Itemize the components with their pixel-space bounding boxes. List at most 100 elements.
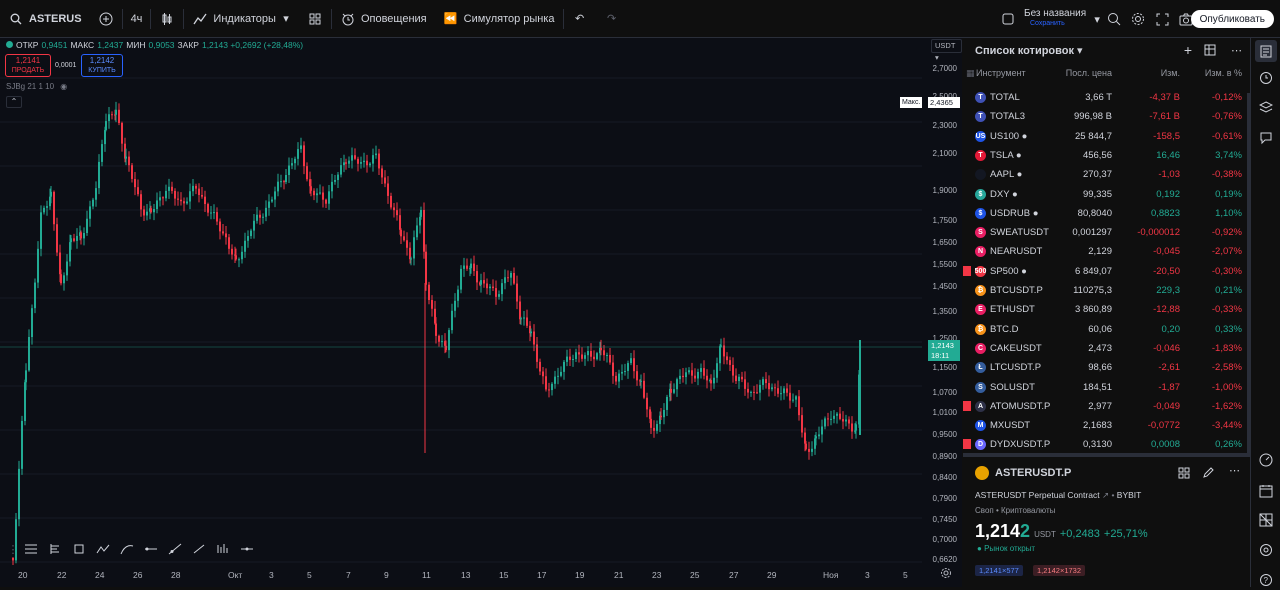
- candle-body: [56, 224, 58, 253]
- candle-body: [814, 438, 816, 449]
- volume-profile-icon[interactable]: [214, 540, 232, 558]
- horizontal-ray-icon[interactable]: [142, 540, 160, 558]
- price-chart[interactable]: [0, 38, 922, 565]
- watchlist-row[interactable]: $ DXY ● 99,335 0,192 0,19%: [963, 185, 1250, 204]
- axis-settings-icon[interactable]: [940, 567, 952, 582]
- watchlist-row[interactable]: M MXUSDT 2,1683 -0,0772 -3,44%: [963, 416, 1250, 435]
- interval-button[interactable]: 4ч: [123, 0, 151, 38]
- watchlist-row[interactable]: T TOTAL3 996,98 B -7,61 B -0,76%: [963, 107, 1250, 126]
- more-icon[interactable]: ⋯: [1229, 465, 1240, 477]
- redo-button[interactable]: ↷: [596, 0, 628, 38]
- curve-icon[interactable]: [118, 540, 136, 558]
- target-icon[interactable]: [1259, 543, 1273, 560]
- calendar-icon[interactable]: [1259, 484, 1273, 501]
- external-link-icon[interactable]: ↗: [1101, 490, 1110, 500]
- details-change-pct: +25,71%: [1103, 528, 1148, 540]
- watchlist-row[interactable]: S SWEATUSDT 0,001297 -0,000012 -0,92%: [963, 223, 1250, 242]
- eye-icon[interactable]: ◉: [60, 82, 68, 91]
- sell-button[interactable]: 1,2141 ПРОДАТЬ: [5, 54, 51, 77]
- edit-icon[interactable]: [1202, 467, 1214, 482]
- rectangle-icon[interactable]: [70, 540, 88, 558]
- settings-icon[interactable]: [1130, 11, 1146, 27]
- watchlist-row[interactable]: C CAKEUSDT 2,473 -0,046 -1,83%: [963, 339, 1250, 358]
- row-symbol: TOTAL3: [990, 111, 1026, 123]
- candle-body: [25, 370, 27, 383]
- currency-selector[interactable]: USDT ▾: [931, 39, 962, 62]
- watchlist-row[interactable]: E ETHUSDT 3 860,89 -12,88 -0,33%: [963, 300, 1250, 319]
- watchlist-row[interactable]: ₿ BTC.D 60,06 0,20 0,33%: [963, 320, 1250, 339]
- watchlist-title[interactable]: Список котировок ▾: [975, 44, 1083, 57]
- row-symbol: TSLA ●: [990, 149, 1022, 161]
- candle-body: [46, 206, 48, 208]
- candle-body: [235, 255, 237, 260]
- quick-search-icon[interactable]: [1106, 11, 1122, 27]
- collapse-legend-button[interactable]: ⌃: [6, 96, 22, 108]
- alerts-button[interactable]: Оповещения: [332, 0, 435, 38]
- path-icon[interactable]: [94, 540, 112, 558]
- candle-body: [451, 310, 453, 331]
- grid-icon[interactable]: [1178, 467, 1190, 482]
- col-symbol[interactable]: Инструмент: [976, 68, 1026, 78]
- candle-body: [210, 212, 212, 214]
- watchlist-row[interactable]: N NEARUSDT 2,129 -0,045 -2,07%: [963, 242, 1250, 261]
- layouts-button[interactable]: [299, 0, 331, 38]
- symbol-search[interactable]: ASTERUS: [0, 0, 90, 38]
- fib-icon[interactable]: [46, 540, 64, 558]
- watchlist-row[interactable]: US US100 ● 25 844,7 -158,5 -0,61%: [963, 127, 1250, 146]
- watchlist-row[interactable]: 500 SP500 ● 6 849,07 -20,50 -0,30%: [963, 262, 1250, 281]
- layers-icon[interactable]: [1258, 101, 1274, 118]
- chart-pane[interactable]: ОТКР 0,9451 МАКС 1,2437 МИН 0,9053 ЗАКР 1,21…: [0, 38, 962, 587]
- row-change-pct: 0,33%: [1215, 323, 1242, 335]
- trend-line-icon[interactable]: [190, 540, 208, 558]
- heatmap-icon[interactable]: [1259, 513, 1273, 530]
- details-symbol[interactable]: ASTERUSDT.P: [995, 467, 1072, 479]
- symbol-logo-icon: [975, 169, 986, 181]
- speedometer-icon[interactable]: [1259, 453, 1273, 470]
- help-icon[interactable]: ?: [1259, 573, 1273, 590]
- layout-menu[interactable]: Без названия Сохранить ▾: [1000, 0, 1102, 38]
- publish-button[interactable]: Опубликовать: [1190, 10, 1274, 28]
- chat-icon[interactable]: [1259, 131, 1273, 148]
- col-change[interactable]: Изм.: [1160, 68, 1180, 78]
- bid-chip[interactable]: 1,2141×577: [975, 565, 1023, 576]
- row-symbol: ATOMUSDT.P: [990, 400, 1051, 412]
- col-change-pct[interactable]: Изм. в %: [1204, 68, 1242, 78]
- watchlist-header: ▦ Инструмент Посл. цена Изм. Изм. в %: [963, 68, 1250, 84]
- watchlist-row[interactable]: $ USDRUB ● 80,8040 0,8823 1,10%: [963, 204, 1250, 223]
- replay-button[interactable]: ⏪ Симулятор рынка: [435, 0, 563, 38]
- watchlist-row[interactable]: T TOTAL 3,66 T -4,37 B -0,12%: [963, 88, 1250, 107]
- fullscreen-icon[interactable]: [1154, 11, 1170, 27]
- indicators-button[interactable]: Индикаторы ▾: [184, 0, 299, 38]
- horizontal-line-icon[interactable]: [238, 540, 256, 558]
- ray-icon[interactable]: [166, 540, 184, 558]
- grip-icon[interactable]: ⋮: [7, 543, 19, 556]
- watchlist-row[interactable]: ₿ BTCUSDT.P 110275,3 229,3 0,21%: [963, 281, 1250, 300]
- watchlist-row[interactable]: S SOLUSDT 184,51 -1,87 -1,00%: [963, 378, 1250, 397]
- compare-button[interactable]: [90, 0, 122, 38]
- watchlist-row[interactable]: Ł LTCUSDT.P 98,66 -2,61 -2,58%: [963, 358, 1250, 377]
- buy-button[interactable]: 1,2142 КУПИТЬ: [81, 54, 123, 77]
- alerts-clock-icon[interactable]: [1259, 71, 1273, 88]
- watchlist-row[interactable]: A ATOMUSDT.P 2,977 -0,049 -1,62%: [963, 397, 1250, 416]
- undo-button[interactable]: ↶: [564, 0, 596, 38]
- add-symbol-icon[interactable]: +: [1183, 42, 1192, 58]
- chart-type-button[interactable]: [151, 0, 183, 38]
- watchlist-row[interactable]: AAPL ● 270,37 -1,03 -0,38%: [963, 165, 1250, 184]
- row-change: -0,046: [1153, 342, 1180, 354]
- more-icon[interactable]: ⋯: [1231, 45, 1242, 57]
- price-tick: 0,7900: [932, 494, 957, 503]
- advanced-view-icon[interactable]: [1204, 44, 1216, 59]
- col-last[interactable]: Посл. цена: [1065, 68, 1112, 78]
- crosshair-menu-icon[interactable]: [22, 540, 40, 558]
- watchlist-icon[interactable]: [1255, 40, 1277, 62]
- watchlist-row[interactable]: D DYDXUSDT.P 0,3130 0,0008 0,26%: [963, 435, 1250, 454]
- ask-chip[interactable]: 1,2142×1732: [1033, 565, 1086, 576]
- row-change-pct: -0,33%: [1211, 304, 1242, 316]
- candle-body: [633, 358, 635, 372]
- row-change: 0,0008: [1150, 439, 1180, 451]
- watchlist-row[interactable]: T TSLA ● 456,56 16,46 3,74%: [963, 146, 1250, 165]
- time-axis[interactable]: 20 22 24 26 28 Окт 3 5 7 9 11 13 15 17 19 21 23 25 27 29 Ноя…: [0, 565, 962, 587]
- layout-save-link[interactable]: Сохранить: [1030, 20, 1065, 27]
- watchlist-scrollbar[interactable]: [1247, 93, 1250, 453]
